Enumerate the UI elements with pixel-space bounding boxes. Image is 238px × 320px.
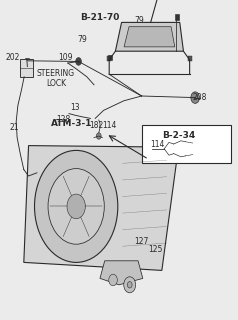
- Text: B-2-34: B-2-34: [162, 132, 195, 140]
- Bar: [175, 14, 179, 20]
- Text: 182: 182: [89, 121, 104, 130]
- Text: 79: 79: [134, 16, 144, 25]
- Text: 109: 109: [58, 53, 73, 62]
- Text: 125: 125: [149, 245, 163, 254]
- Bar: [108, 55, 112, 60]
- Bar: [188, 56, 192, 61]
- Circle shape: [67, 194, 85, 219]
- Bar: [20, 59, 33, 77]
- Text: 208: 208: [193, 93, 207, 102]
- Bar: [25, 58, 29, 64]
- Text: 114: 114: [150, 140, 164, 149]
- Polygon shape: [115, 22, 183, 51]
- Polygon shape: [24, 146, 179, 270]
- Text: ATM-3-1: ATM-3-1: [51, 119, 92, 128]
- Circle shape: [109, 274, 117, 286]
- Text: STEERING
LOCK: STEERING LOCK: [37, 69, 75, 88]
- Ellipse shape: [48, 169, 104, 244]
- Circle shape: [96, 133, 101, 139]
- Circle shape: [76, 58, 81, 65]
- Text: 127: 127: [134, 237, 149, 246]
- Text: B-21-70: B-21-70: [80, 13, 120, 22]
- Ellipse shape: [35, 150, 118, 262]
- Polygon shape: [124, 27, 175, 47]
- Text: 21: 21: [10, 124, 19, 132]
- Bar: [142, 125, 231, 163]
- Text: 79: 79: [77, 36, 87, 44]
- Text: 13: 13: [70, 103, 80, 112]
- Circle shape: [127, 282, 132, 288]
- Circle shape: [191, 92, 199, 103]
- Text: 202: 202: [6, 53, 20, 62]
- Circle shape: [124, 277, 136, 293]
- Polygon shape: [100, 261, 143, 285]
- Bar: [107, 56, 111, 61]
- Text: 114: 114: [102, 121, 117, 130]
- Text: 128: 128: [56, 116, 70, 124]
